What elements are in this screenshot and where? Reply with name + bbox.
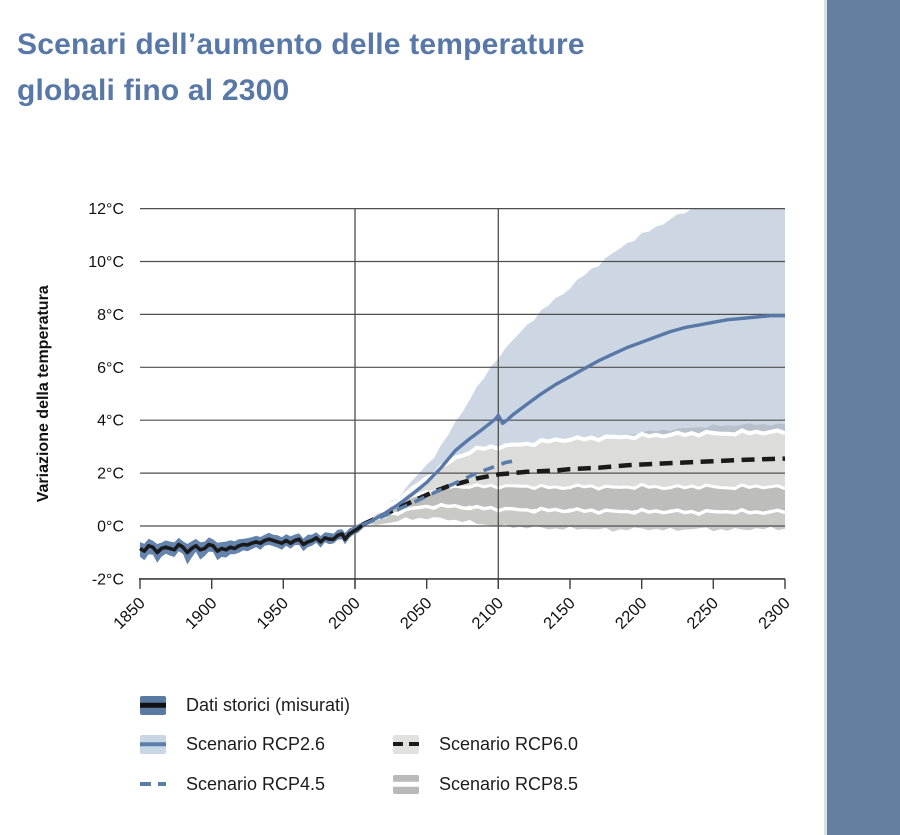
legend-swatch-rcp60 <box>393 734 419 754</box>
legend-label-hist: Dati storici (misurati) <box>186 694 351 715</box>
y-tick-label-0: 0°C <box>97 519 124 536</box>
page-title-line2: globali fino al 2300 <box>17 74 290 107</box>
series-rcp26-band <box>362 208 785 530</box>
series-historical-line <box>139 524 364 555</box>
legend-label-rcp60: Scenario RCP6.0 <box>439 733 579 754</box>
series-rcp60-line <box>361 456 786 527</box>
chart-legend: Dati storici (misurati) Scenario RCP2.6 Sc… <box>0 0 830 794</box>
y-tick-label-4: 4°C <box>97 413 124 430</box>
legend-item-rcp26: Scenario RCP2.6 <box>140 733 325 755</box>
x-tick-label-2300: 2300 <box>755 594 794 633</box>
legend-swatch-rcp26 <box>140 734 166 754</box>
y-tick-label-8: 8°C <box>97 307 124 324</box>
decorative-sidebar <box>824 0 900 835</box>
legend-swatch-line-hist <box>140 702 166 708</box>
series-rcp85-band-upper <box>362 484 785 527</box>
x-tick-label-1850: 1850 <box>110 594 149 633</box>
legend-item-rcp60: Scenario RCP6.0 <box>393 733 578 755</box>
legend-swatch-hist <box>140 695 166 715</box>
series-rcp85-mid-line <box>361 502 785 527</box>
legend-item-rcp85: Scenario RCP8.5 <box>393 773 578 795</box>
legend-swatch-line-rcp45 <box>140 782 166 786</box>
y-tick-label-6: 6°C <box>97 360 124 377</box>
legend-swatch-rcp45 <box>140 775 166 794</box>
legend-item-hist: Dati storici (misurati) <box>140 694 350 716</box>
legend-label-rcp45: Scenario RCP4.5 <box>186 773 326 794</box>
series-rcp45-line <box>361 459 514 527</box>
y-tick-label--2: -2°C <box>92 571 124 588</box>
y-tick-label-2: 2°C <box>97 466 124 483</box>
legend-swatch-rcp85 <box>393 774 419 794</box>
page-title-line1: Scenari dell’aumento delle temperature <box>17 28 585 61</box>
temperature-chart-svg: -2°C 0°C 2°C 4°C 6°C 8°C 10°C 12°C 1850 1900 1950 2… <box>35 201 794 633</box>
x-tick-label-2250: 2250 <box>683 594 722 633</box>
x-tick-label-2050: 2050 <box>397 594 436 633</box>
x-tick-label-2000: 2000 <box>325 594 364 633</box>
x-tick-label-2100: 2100 <box>468 594 507 633</box>
x-tick-label-2150: 2150 <box>540 594 579 633</box>
x-tick-label-1900: 1900 <box>182 594 221 633</box>
page-title: Scenari dell’aumento delle temperature gl… <box>17 22 797 114</box>
y-tick-label-10: 10°C <box>88 254 124 271</box>
series-rcp26-line <box>361 314 785 527</box>
legend-item-rcp45: Scenario RCP4.5 <box>140 773 325 795</box>
x-tick-label-1950: 1950 <box>253 594 292 633</box>
legend-swatch-line-rcp26 <box>140 742 166 746</box>
legend-label-rcp26: Scenario RCP2.6 <box>186 733 326 754</box>
legend-swatch-line-rcp60 <box>393 742 419 746</box>
y-tick-label-12: 12°C <box>88 201 124 218</box>
x-tick-label-2200: 2200 <box>612 594 651 633</box>
temperature-chart: -2°C 0°C 2°C 4°C 6°C 8°C 10°C 12°C 1850 1900 1950 2… <box>35 201 794 633</box>
legend-label-rcp85: Scenario RCP8.5 <box>439 773 579 794</box>
y-axis-title: Variazione della temperatura <box>35 285 52 502</box>
legend-swatch-line-rcp85 <box>393 781 419 787</box>
